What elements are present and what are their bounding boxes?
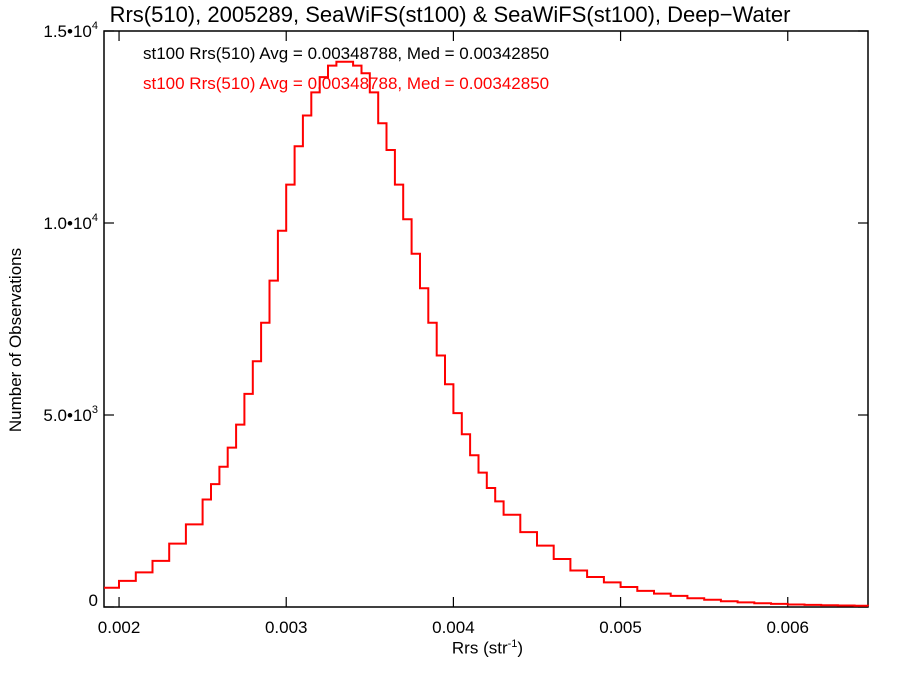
y-tick-label: 0 bbox=[89, 591, 98, 610]
x-axis-label-main: Rrs (str bbox=[451, 638, 508, 658]
y-tick-label: 1.0•104 bbox=[43, 212, 98, 233]
y-axis-label: Number of Observations bbox=[6, 247, 25, 433]
x-tick-label: 0.006 bbox=[766, 618, 809, 637]
annotation-red-stats: st100 Rrs(510) Avg = 0.00348788, Med = 0… bbox=[143, 74, 550, 93]
x-axis-label: Rrs (str-1) bbox=[0, 638, 900, 659]
x-tick-label: 0.005 bbox=[599, 618, 642, 637]
y-tick-label: 1.5•104 bbox=[43, 20, 98, 41]
chart-title: Rrs(510), 2005289, SeaWiFS(st100) & SeaW… bbox=[109, 2, 791, 27]
plot-frame bbox=[103, 30, 869, 608]
annotation-black-stats: st100 Rrs(510) Avg = 0.00348788, Med = 0… bbox=[143, 44, 550, 63]
x-tick-label: 0.004 bbox=[432, 618, 475, 637]
histogram-series-line bbox=[104, 60, 869, 607]
x-axis-label-close: ) bbox=[517, 638, 524, 658]
x-axis-ticks: 0.002 0.003 0.004 0.005 0.006 bbox=[98, 31, 809, 637]
y-tick-label: 5.0•103 bbox=[43, 404, 98, 425]
x-tick-label: 0.003 bbox=[265, 618, 308, 637]
x-axis-label-exponent: -1 bbox=[507, 638, 518, 650]
y-axis-ticks: 0 5.0•103 1.0•104 1.5•104 bbox=[43, 20, 868, 610]
x-tick-label: 0.002 bbox=[98, 618, 141, 637]
